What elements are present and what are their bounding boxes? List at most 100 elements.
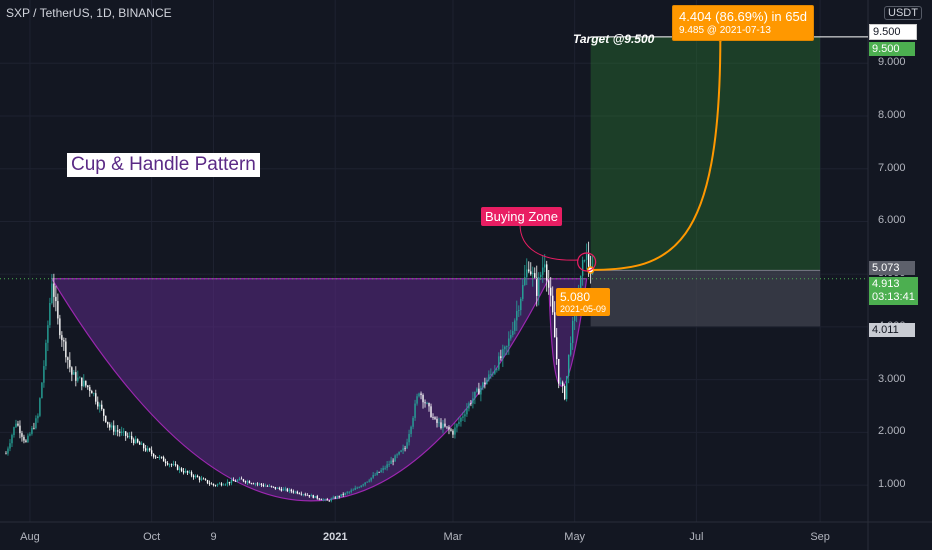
candle-body bbox=[27, 435, 29, 442]
candle-body bbox=[436, 418, 438, 423]
candle-body bbox=[366, 481, 368, 483]
candle-body bbox=[97, 401, 99, 407]
time-tick-label: Oct bbox=[143, 531, 161, 543]
candle-body bbox=[292, 491, 295, 493]
candle-body bbox=[164, 461, 167, 464]
candle-body bbox=[101, 404, 103, 410]
candle-body bbox=[532, 273, 534, 275]
entry-price-tag: 5.073 bbox=[869, 261, 915, 275]
candle-body bbox=[544, 264, 546, 268]
candle-body bbox=[579, 275, 582, 297]
cup-shape bbox=[50, 278, 550, 502]
candle-body bbox=[336, 496, 338, 499]
candle-body bbox=[556, 337, 558, 359]
entry-point-value: 5.080 bbox=[560, 290, 591, 304]
candle-body bbox=[142, 443, 145, 449]
candle-body bbox=[33, 427, 35, 429]
candle-body bbox=[470, 403, 472, 405]
candle-body bbox=[474, 391, 476, 399]
candle-body bbox=[210, 483, 213, 485]
candle-body bbox=[242, 479, 245, 482]
candle-body bbox=[220, 483, 223, 486]
candle-body bbox=[125, 431, 127, 436]
currency-unit-label[interactable]: USDT bbox=[884, 6, 922, 20]
candle-body bbox=[73, 372, 75, 375]
candle-body bbox=[75, 372, 77, 381]
entry-point-date: 2021-05-09 bbox=[560, 304, 607, 314]
candle-body bbox=[342, 494, 344, 495]
candle-body bbox=[240, 478, 243, 480]
candle-body bbox=[107, 421, 109, 425]
candle-body bbox=[322, 499, 324, 501]
symbol-header[interactable]: SXP / TetherUS, 1D, BINANCE bbox=[6, 6, 172, 20]
candle-body bbox=[472, 398, 474, 404]
candle-body bbox=[480, 387, 482, 395]
candle-body bbox=[270, 485, 273, 487]
candle-body bbox=[542, 267, 544, 275]
candle-body bbox=[91, 391, 93, 394]
projection-box: 4.404 (86.69%) in 65d 9.485 @ 2021-07-13 bbox=[672, 5, 814, 41]
candle-body bbox=[280, 488, 283, 491]
candle-body bbox=[488, 374, 490, 380]
candle-body bbox=[446, 426, 448, 428]
candle-body bbox=[448, 427, 450, 430]
candle-body bbox=[326, 499, 328, 501]
candle-body bbox=[29, 433, 31, 436]
candle-body bbox=[180, 468, 183, 472]
time-tick-label: 2021 bbox=[322, 531, 348, 543]
candle-body bbox=[294, 491, 297, 493]
candle-body bbox=[192, 475, 195, 478]
last-price-tag: 4.913 03:13:41 bbox=[869, 277, 918, 305]
candle-body bbox=[492, 373, 494, 375]
candle-body bbox=[184, 470, 187, 473]
candle-body bbox=[266, 485, 269, 487]
candle-body bbox=[113, 425, 115, 432]
candle-body bbox=[450, 429, 452, 431]
candle-body bbox=[430, 406, 432, 418]
candle-body bbox=[486, 379, 488, 385]
candle-body bbox=[332, 497, 334, 499]
candle-body bbox=[35, 418, 37, 429]
candle-body bbox=[560, 382, 562, 384]
candle-body bbox=[204, 479, 207, 481]
candle-body bbox=[152, 453, 155, 457]
buying-zone-label: Buying Zone bbox=[481, 207, 562, 226]
candle-body bbox=[286, 488, 289, 492]
candle-body bbox=[282, 489, 285, 491]
candle-body bbox=[202, 478, 205, 480]
candle-body bbox=[498, 356, 500, 370]
candle-body bbox=[344, 492, 346, 495]
candle-body bbox=[320, 499, 322, 501]
candle-body bbox=[87, 385, 89, 388]
buying-zone-ring bbox=[577, 252, 597, 272]
candle-body bbox=[154, 456, 157, 458]
candle-body bbox=[476, 388, 478, 392]
time-tick-label: Mar bbox=[443, 531, 463, 543]
candle-body bbox=[174, 464, 177, 466]
candlestick-series bbox=[5, 241, 594, 503]
candle-body bbox=[224, 484, 227, 485]
candle-body bbox=[370, 477, 372, 481]
candle-body bbox=[198, 477, 201, 480]
candle-body bbox=[410, 426, 412, 434]
entry-point-box: 5.080 2021-05-09 bbox=[556, 288, 611, 316]
candle-body bbox=[111, 425, 113, 428]
candle-body bbox=[478, 388, 480, 395]
candle-body bbox=[144, 448, 147, 451]
candle-body bbox=[464, 414, 466, 417]
candle-body bbox=[85, 380, 87, 386]
candle-body bbox=[81, 377, 83, 387]
candle-body bbox=[146, 448, 149, 451]
price-tick-label: 1.000 bbox=[878, 478, 906, 491]
candle-body bbox=[494, 370, 496, 374]
candle-body bbox=[398, 451, 400, 455]
candle-body bbox=[514, 320, 516, 331]
candle-body bbox=[512, 330, 514, 336]
candle-body bbox=[186, 470, 189, 473]
candle-body bbox=[284, 488, 287, 490]
stop-price-tag: 4.011 bbox=[869, 323, 915, 337]
candle-body bbox=[238, 478, 241, 481]
candle-body bbox=[376, 471, 378, 475]
candle-body bbox=[138, 442, 141, 445]
